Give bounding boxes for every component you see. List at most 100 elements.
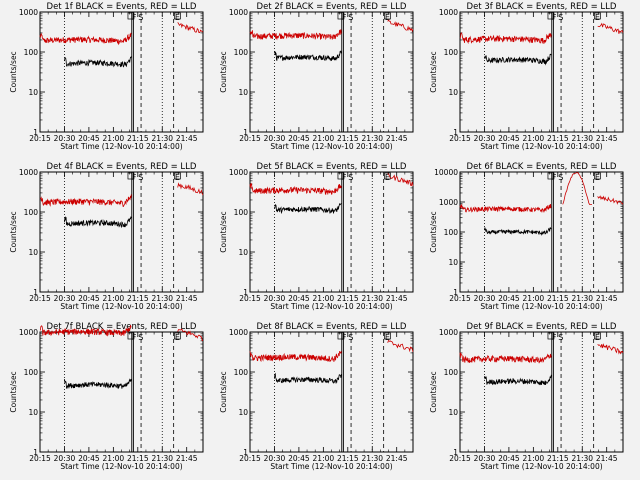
y-tick-label: 1000 <box>19 8 38 17</box>
y-tick-label: 10 <box>448 88 458 97</box>
y-axis-label: Counts/sec <box>219 371 228 412</box>
marker-label: E <box>385 173 390 182</box>
x-tick-label: 21:15 <box>547 134 569 143</box>
marker-label: E <box>385 13 390 22</box>
lld-series-line <box>387 339 414 353</box>
y-tick-label: 10 <box>28 88 38 97</box>
marker-label: F <box>552 13 557 22</box>
x-tick-label: 20:30 <box>474 454 496 463</box>
detector-panel-7: Det 7f BLACK = Events, RED = LLD 1 10 100 10… <box>9 322 204 471</box>
x-tick-label: 20:30 <box>54 454 76 463</box>
x-tick-label: 21:00 <box>523 134 545 143</box>
y-tick-label: 1 <box>243 288 248 297</box>
lld-series-line <box>177 22 204 33</box>
x-tick-label: 20:30 <box>54 134 76 143</box>
lld-series-line <box>387 19 414 33</box>
x-tick-label: 21:30 <box>151 294 173 303</box>
y-axis-label: Counts/sec <box>9 371 18 412</box>
y-axis-label: Counts/sec <box>429 211 438 252</box>
events-series-line <box>274 372 342 384</box>
x-tick-label: 20:45 <box>78 294 100 303</box>
lld-series-line <box>597 195 624 205</box>
marker-label: E <box>385 333 390 342</box>
x-tick-label: 20:30 <box>474 134 496 143</box>
marker-box <box>174 12 181 20</box>
x-tick-label: 20:15 <box>239 294 261 303</box>
x-tick-label: 21:30 <box>361 294 383 303</box>
y-tick-label: 100 <box>24 48 39 57</box>
x-tick-label: 20:15 <box>29 294 51 303</box>
y-tick-label: 1 <box>453 288 458 297</box>
y-tick-label: 1000 <box>439 328 458 337</box>
lld-series-line <box>459 352 552 364</box>
marker-label: F <box>132 333 137 342</box>
detector-panel-9: Det 9f BLACK = Events, RED = LLD 1 10 100 10… <box>429 322 624 471</box>
x-axis-label: Start Time (12-Nov-10 20:14:00) <box>480 302 602 311</box>
marker-box <box>547 172 555 180</box>
lld-series-line <box>39 325 132 337</box>
x-tick-label: 21:45 <box>386 294 408 303</box>
marker-box <box>384 172 391 180</box>
lld-series-line <box>597 22 624 34</box>
marker-label: E <box>175 333 180 342</box>
y-tick-label: 10 <box>448 408 458 417</box>
y-tick-label: 10 <box>238 408 248 417</box>
marker-label: F <box>342 333 347 342</box>
marker-label: F <box>132 13 137 22</box>
y-tick-label: 100 <box>444 48 459 57</box>
panel-title: Det 1f BLACK = Events, RED = LLD <box>47 2 197 12</box>
y-axis-label: Counts/sec <box>429 371 438 412</box>
x-tick-label: 20:15 <box>449 134 471 143</box>
x-tick-label: 21:45 <box>596 294 618 303</box>
x-tick-label: 21:00 <box>103 454 125 463</box>
panel-title: Det 5f BLACK = Events, RED = LLD <box>257 162 407 172</box>
y-tick-label: 100 <box>234 368 249 377</box>
y-tick-label: 1000 <box>439 8 458 17</box>
x-tick-label: 21:15 <box>547 454 569 463</box>
y-axis-label: Counts/sec <box>219 51 228 92</box>
x-tick-label: 20:45 <box>288 454 310 463</box>
x-tick-label: 21:45 <box>596 134 618 143</box>
y-tick-label: 100 <box>24 208 39 217</box>
marker-label: F <box>552 333 557 342</box>
x-tick-label: 21:00 <box>313 454 335 463</box>
y-tick-label: 100 <box>444 228 459 237</box>
y-tick-label: 1 <box>33 288 38 297</box>
events-series-line <box>484 227 552 236</box>
x-tick-label: 20:15 <box>239 134 261 143</box>
lld-series-line <box>249 182 342 195</box>
events-series-line <box>484 374 552 386</box>
panel-title: Det 2f BLACK = Events, RED = LLD <box>257 2 407 12</box>
marker-label: S <box>348 173 353 182</box>
lld-series-line <box>249 351 342 363</box>
panel-title: Det 8f BLACK = Events, RED = LLD <box>257 322 407 332</box>
x-tick-label: 21:15 <box>127 294 149 303</box>
y-tick-label: 10 <box>238 88 248 97</box>
x-tick-label: 21:00 <box>523 454 545 463</box>
panel-title: Det 4f BLACK = Events, RED = LLD <box>47 162 197 172</box>
x-tick-label: 20:15 <box>239 454 261 463</box>
marker-box <box>174 332 181 340</box>
lld-series-line <box>177 182 204 196</box>
lld-series-line <box>39 32 132 46</box>
x-tick-label: 20:45 <box>498 454 520 463</box>
y-tick-label: 1000 <box>439 198 458 207</box>
y-tick-label: 1 <box>33 448 38 457</box>
lld-series-line <box>39 194 132 207</box>
marker-box <box>127 12 135 20</box>
x-axis-label: Start Time (12-Nov-10 20:14:00) <box>270 462 392 471</box>
x-tick-label: 20:30 <box>264 454 286 463</box>
y-tick-label: 1 <box>453 128 458 137</box>
y-tick-label: 100 <box>234 48 249 57</box>
x-tick-label: 20:45 <box>498 134 520 143</box>
y-tick-label: 10 <box>448 258 458 267</box>
x-tick-label: 21:15 <box>547 294 569 303</box>
detector-panel-1: Det 1f BLACK = Events, RED = LLD 1 10 100 10… <box>9 2 204 151</box>
x-tick-label: 21:15 <box>127 454 149 463</box>
x-tick-label: 20:45 <box>78 454 100 463</box>
x-tick-label: 21:00 <box>523 294 545 303</box>
x-tick-label: 21:15 <box>337 294 359 303</box>
y-tick-label: 10 <box>238 248 248 257</box>
marker-box <box>337 12 345 20</box>
detector-panel-6: Det 6f BLACK = Events, RED = LLD 1 10 100 10… <box>429 162 624 311</box>
